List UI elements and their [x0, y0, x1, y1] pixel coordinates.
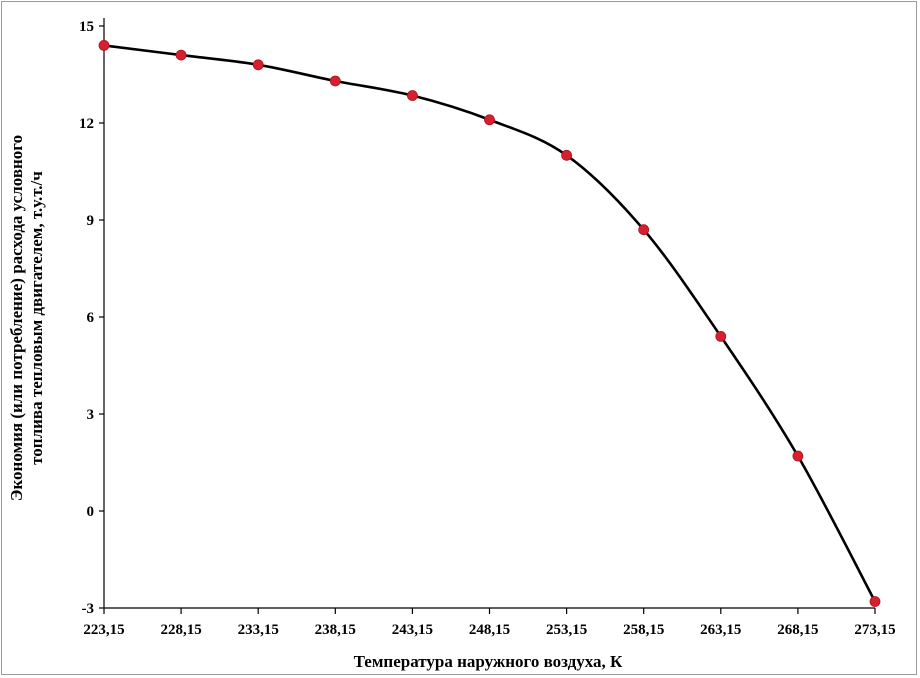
x-tick-label: 263,15 [700, 622, 741, 638]
x-tick-label: 248,15 [469, 622, 510, 638]
data-point [252, 59, 264, 71]
x-tick-label: 273,15 [854, 622, 895, 638]
y-tick-label: 3 [87, 407, 95, 423]
series-layer [98, 40, 881, 607]
y-tick-label: -3 [82, 601, 95, 617]
x-tick-label: 268,15 [777, 622, 818, 638]
y-tick-label: 12 [79, 116, 94, 132]
data-point [638, 224, 650, 236]
x-tick-label: 228,15 [160, 622, 201, 638]
data-point [98, 40, 110, 51]
y-tick-label: 15 [79, 19, 94, 35]
data-point [715, 330, 727, 342]
data-point [792, 450, 804, 462]
y-axis-title-line-2: топлива тепловым двигателем, т.у.т./ч [27, 171, 46, 465]
y-tick-label: 9 [87, 213, 95, 229]
x-axis-title: Температура наружного воздуха, К [354, 652, 623, 671]
data-point [329, 75, 341, 87]
y-axis-ticks: -3 0 3 6 9 12 15 [79, 19, 104, 617]
x-tick-label: 258,15 [623, 622, 664, 638]
x-tick-label: 233,15 [238, 622, 279, 638]
y-tick-label: 6 [87, 310, 95, 326]
data-point [869, 596, 881, 607]
data-point [484, 114, 495, 126]
data-point [175, 49, 187, 61]
x-axis-ticks: 223,15 228,15 233,15 238,15 243,15 248,15 253,… [83, 608, 896, 638]
x-tick-label: 223,15 [83, 622, 124, 638]
y-tick-label: 0 [87, 504, 95, 520]
x-tick-label: 238,15 [315, 622, 356, 638]
y-axis-title-line-1: Экономия (или потребление) расхода услов… [7, 135, 26, 501]
data-point [406, 90, 418, 101]
x-tick-label: 253,15 [546, 622, 587, 638]
x-tick-label: 243,15 [392, 622, 433, 638]
data-point [561, 149, 572, 161]
axes [103, 18, 875, 609]
series-line [103, 44, 877, 603]
